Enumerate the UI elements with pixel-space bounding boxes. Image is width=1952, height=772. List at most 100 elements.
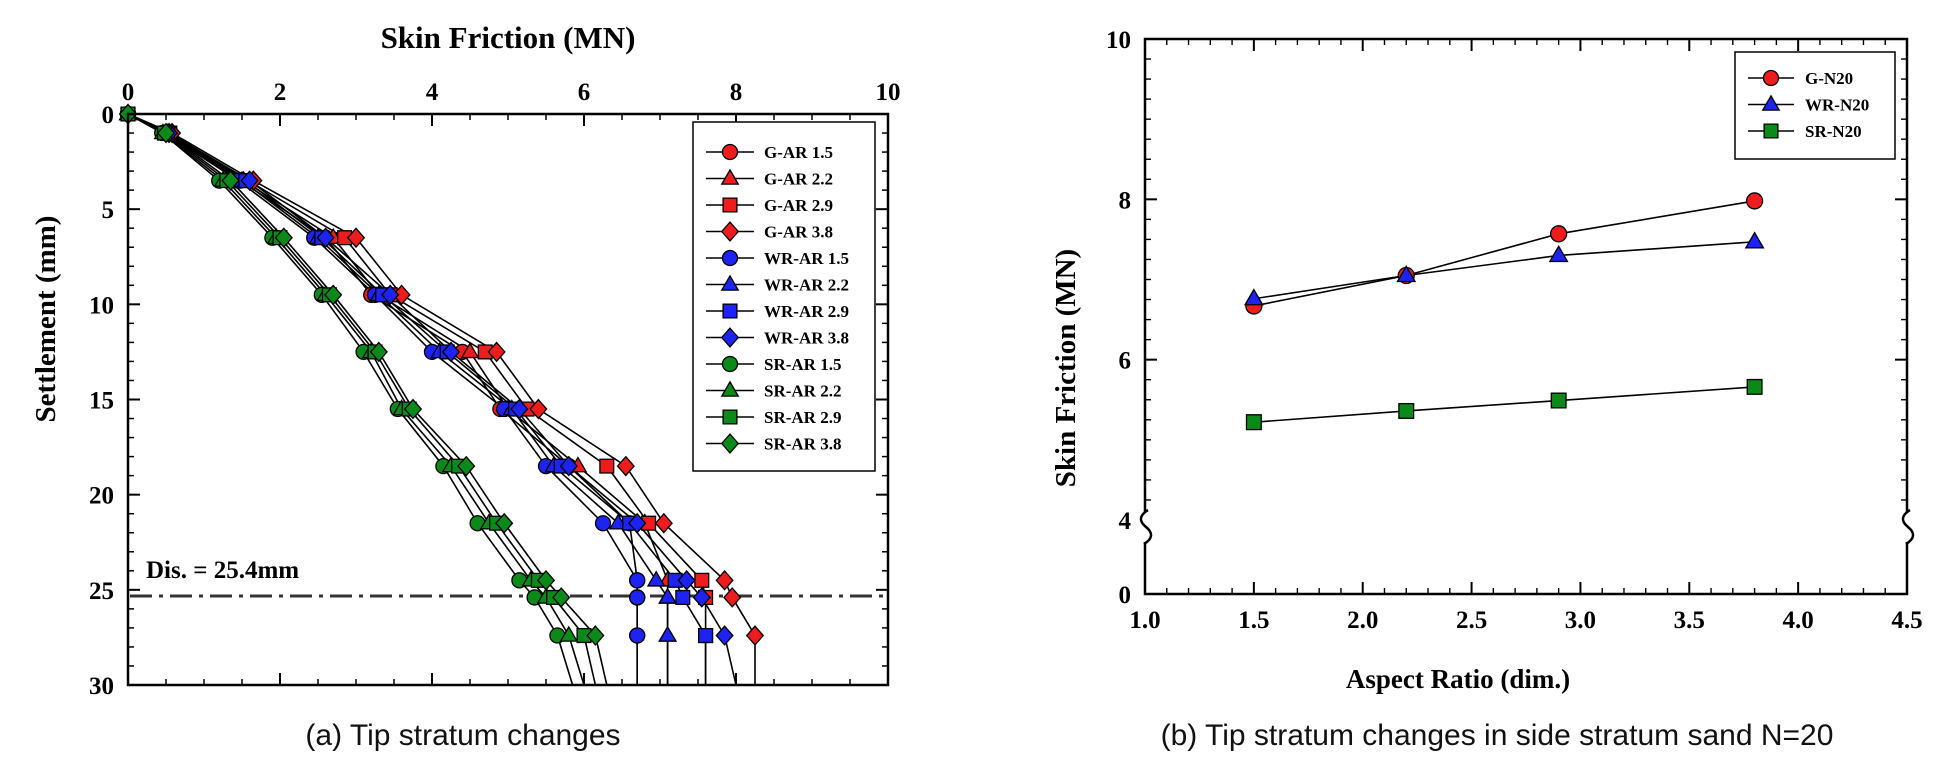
data-point-G-AR 3.8 (346, 227, 366, 249)
chart-a-legend: G-AR 1.5 G-AR 2.2 G-AR 2.9 G-AR 3.8 WR-AR 1.… (692, 121, 876, 472)
data-point-WR-N20 (1744, 231, 1765, 249)
left-axis-break-icon (1139, 508, 1153, 546)
y-tick-label: 10 (1106, 27, 1131, 54)
y-tick-label: 4 (1119, 508, 1132, 535)
data-point-G-N20 (1745, 192, 1764, 210)
x-tick-label: 4.5 (1891, 607, 1922, 634)
data-point-G-AR 3.8 (616, 455, 635, 477)
legend-marker (721, 355, 739, 373)
chart-b-legend-box (1734, 51, 1896, 160)
x-tick-label: 4.0 (1783, 607, 1814, 634)
legend-label: WR-AR 3.8 (764, 329, 849, 348)
legend-marker (722, 197, 738, 213)
y-tick-label: 6 (1119, 348, 1132, 375)
data-point-G-AR 2.2 (460, 341, 480, 359)
x-tick-label: 3.0 (1565, 607, 1596, 634)
data-point-G-AR 2.9 (599, 458, 615, 474)
data-point-G-AR 3.8 (723, 587, 742, 608)
y-tick-label: 30 (89, 673, 114, 700)
legend-label: G-AR 1.5 (764, 143, 833, 162)
x-tick-label: 8 (730, 79, 743, 106)
data-point-G-AR 2.9 (694, 572, 710, 588)
data-point-WR-AR 2.9 (698, 627, 714, 644)
series-line-SR-AR 1.5 (127, 113, 574, 686)
series-line-SR-N20 (1253, 386, 1755, 423)
series-line-G-AR 2.2 (127, 113, 669, 685)
y-tick-label: 8 (1119, 187, 1132, 214)
data-point-SR-AR 3.8 (403, 398, 423, 420)
data-point-G-AR 3.8 (487, 341, 506, 363)
legend-marker (722, 303, 738, 319)
data-point-WR-AR 1.5 (629, 589, 646, 606)
legend-label: G-AR 2.2 (764, 170, 833, 189)
data-point-WR-AR 3.8 (441, 341, 461, 363)
right-axis-break-icon (1901, 508, 1915, 546)
data-point-G-AR 2.9 (337, 230, 353, 246)
data-point-WR-AR 3.8 (381, 284, 400, 306)
data-point-WR-AR 2.2 (658, 587, 677, 604)
data-point-SR-AR 2.9 (576, 627, 592, 644)
chart-b-legend: G-N20 WR-N20 SR-N20 (1734, 51, 1896, 160)
y-tick-label: 0 (102, 102, 115, 129)
data-point-WR-AR 3.8 (559, 455, 578, 477)
chart-a-ticks: 0 2 4 6 8 10 0 5 10 15 20 25 30 (89, 79, 901, 700)
x-tick-label: 10 (876, 79, 901, 106)
data-point-SR-AR 3.8 (156, 122, 176, 144)
chart-a-annotation: Dis. = 25.4mm (146, 557, 299, 584)
data-point-WR-AR 2.2 (658, 625, 677, 642)
series-line-WR-N20 (1253, 241, 1755, 300)
chart-a-caption: (a) Tip stratum changes (305, 719, 620, 752)
legend-label: SR-AR 2.2 (764, 382, 841, 401)
legend-label: WR-AR 1.5 (764, 249, 849, 268)
chart-b-caption: (b) Tip stratum changes in side stratum … (1161, 719, 1834, 752)
y-tick-label: 10 (89, 292, 114, 319)
chart-a-plot-frame (126, 112, 890, 687)
chart-b-xlabel: Aspect Ratio (dim.) (1346, 664, 1570, 694)
legend-label: G-AR 3.8 (764, 223, 833, 242)
data-point-G-AR 3.8 (529, 398, 548, 420)
legend-marker (721, 249, 739, 267)
data-point-SR-AR 3.8 (274, 227, 293, 249)
data-point-SR-AR 3.8 (457, 455, 476, 477)
legend-marker (722, 409, 738, 425)
legend-label: SR-AR 1.5 (764, 355, 841, 374)
legend-marker (1763, 123, 1779, 139)
data-point-SR-N20 (1398, 402, 1415, 419)
data-point-WR-AR 3.8 (240, 170, 259, 191)
chart-a-ylabel: Settlement (mm) (30, 216, 62, 423)
chart-b-marks (1243, 192, 1765, 431)
data-point-WR-AR 3.8 (715, 625, 734, 646)
data-point-SR-AR 3.8 (586, 625, 605, 646)
series-line-G-AR 2.9 (127, 113, 707, 685)
legend-label: WR-AR 2.9 (764, 302, 849, 321)
series-line-SR-AR 2.2 (127, 113, 585, 686)
data-point-SR-N20 (1746, 378, 1763, 395)
data-point-SR-N20 (1550, 392, 1567, 409)
data-point-SR-AR 3.8 (536, 569, 556, 591)
data-point-WR-AR 1.5 (629, 572, 646, 589)
data-point-WR-N20 (1396, 264, 1417, 283)
x-tick-label: 3.5 (1674, 607, 1705, 634)
chart-b-axis-break (1132, 508, 1922, 546)
legend-marker (721, 143, 739, 161)
y-tick-label: 20 (89, 483, 114, 510)
y-tick-label: 25 (89, 578, 114, 605)
y-tick-label: 5 (102, 197, 115, 224)
y-tick-label: 15 (89, 388, 114, 415)
data-point-WR-AR 3.8 (677, 569, 696, 591)
chart-b: Skin Friction (MN) Aspect Ratio (dim.) 1… (1050, 27, 1923, 752)
data-point-WR-AR 3.8 (316, 227, 335, 249)
data-point-G-AR 2.9 (477, 344, 493, 360)
legend-label: G-AR 2.9 (764, 196, 833, 215)
legend-label: G-N20 (1805, 69, 1853, 88)
x-tick-label: 2.0 (1347, 607, 1378, 634)
series-line-WR-AR 2.9 (127, 113, 707, 685)
x-tick-label: 1.5 (1238, 607, 1269, 634)
data-point-WR-AR 1.5 (629, 627, 646, 644)
data-point-SR-N20 (1245, 414, 1262, 431)
chart-b-plot-frame (1143, 37, 1909, 596)
chart-a-marks (118, 103, 765, 646)
data-point-WR-AR 2.9 (667, 572, 683, 588)
legend-marker (720, 168, 740, 185)
